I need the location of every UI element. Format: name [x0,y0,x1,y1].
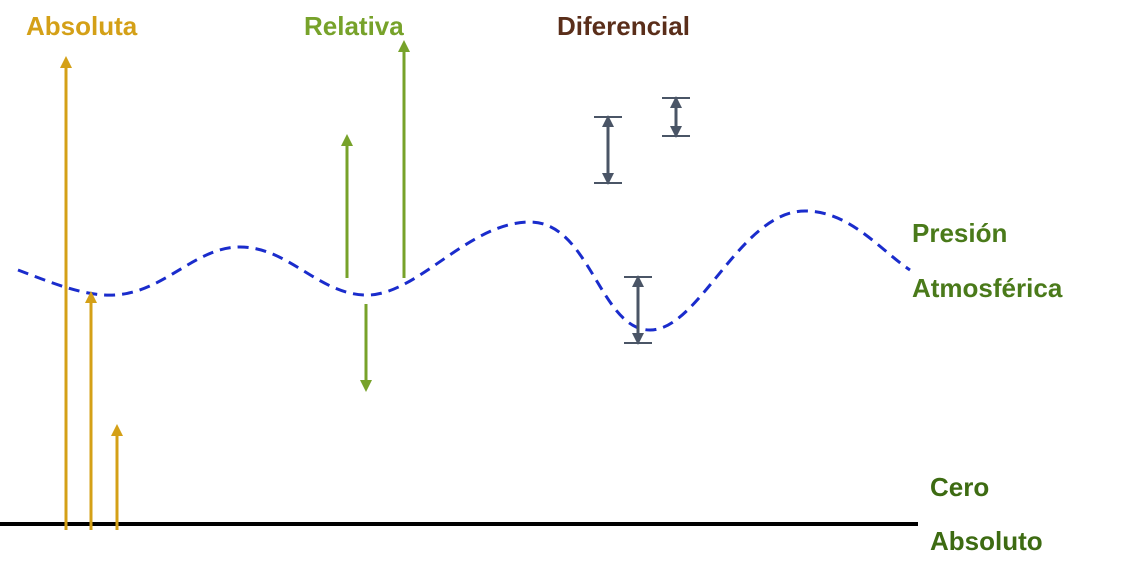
header-differential: Diferencial [557,11,690,41]
zero-label: Cero [930,472,989,502]
atmospheric-label: Presión [912,218,1007,248]
zero-label: Absoluto [930,526,1043,556]
atmospheric-pressure-curve [17,209,911,332]
header-relative: Relativa [304,11,404,41]
absolute-arrows [60,56,123,530]
relative-arrows [341,40,410,392]
atmospheric-label: Atmosférica [912,273,1063,303]
header-absolute: Absoluta [26,11,138,41]
differential-arrows [594,96,690,345]
